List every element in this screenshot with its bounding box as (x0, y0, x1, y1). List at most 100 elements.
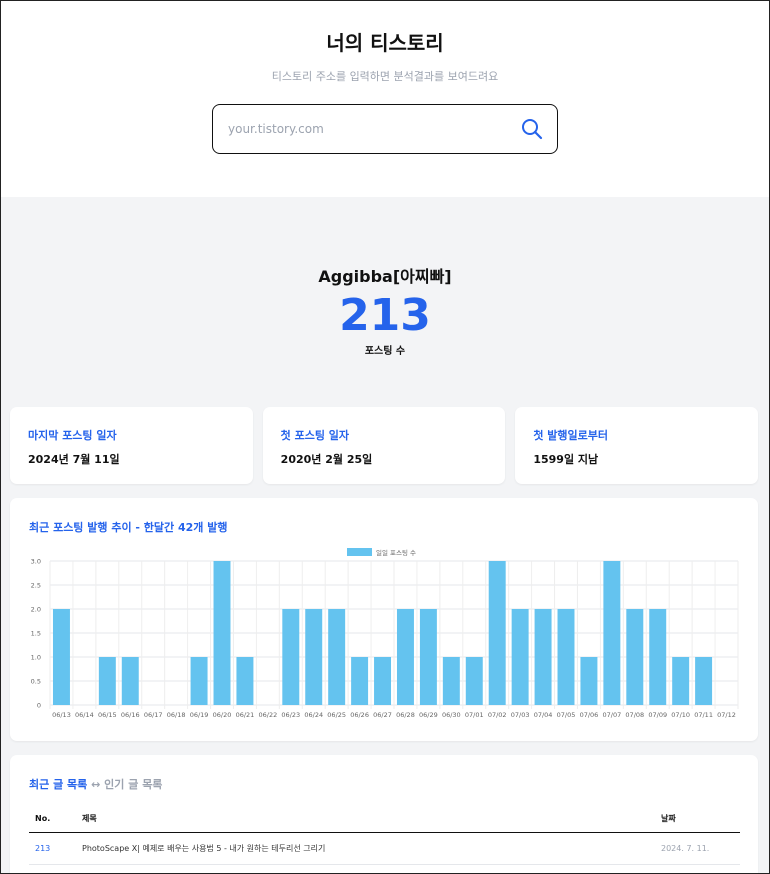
search-input[interactable] (228, 122, 498, 136)
stat-label: 첫 발행일로부터 (533, 429, 609, 442)
column-date: 날짜 (655, 805, 740, 833)
x-tick-label: 06/27 (373, 711, 392, 719)
bar (695, 657, 713, 705)
x-tick-label: 06/19 (190, 711, 209, 719)
y-tick-label: 1.5 (31, 630, 41, 638)
stat-card-first-post: 첫 포스팅 일자 2020년 2월 25일 (262, 407, 506, 484)
y-tick-label: 2.0 (31, 606, 41, 614)
bar (488, 561, 506, 705)
bar (626, 609, 644, 705)
stat-label: 첫 포스팅 일자 (280, 429, 350, 442)
x-tick-label: 06/16 (121, 711, 140, 719)
bar (442, 657, 460, 705)
bar (580, 657, 598, 705)
search-icon (522, 119, 543, 140)
x-tick-label: 06/26 (350, 711, 369, 719)
column-title: 제목 (76, 805, 655, 833)
bar (121, 657, 139, 705)
y-tick-label: 3.0 (31, 558, 41, 566)
table-row[interactable]: 213 PhotoScape X| 예제로 배우는 사용법 5 - 내가 원하는… (29, 832, 740, 865)
stat-value: 2020년 2월 25일 (280, 453, 373, 466)
x-tick-label: 06/18 (167, 711, 186, 719)
column-no: No. (29, 805, 76, 833)
x-tick-label: 06/15 (98, 711, 117, 719)
x-tick-label: 06/29 (419, 711, 438, 719)
x-tick-label: 07/01 (465, 711, 484, 719)
post-list-card: 최근 글 목록 ↔ 인기 글 목록 No. 제목 날짜 213 PhotoSca… (10, 755, 758, 873)
x-tick-label: 07/06 (580, 711, 599, 719)
post-title[interactable]: PhotoScape X| 예제로 배우는 사용법 5 - 내가 원하는 테두리… (76, 832, 655, 865)
bar (649, 609, 667, 705)
bar (190, 657, 208, 705)
bar (511, 609, 529, 705)
bar (603, 561, 621, 705)
x-tick-label: 06/21 (236, 711, 255, 719)
bar (282, 609, 300, 705)
bar (236, 657, 254, 705)
stat-value: 2024년 7월 11일 (28, 453, 120, 466)
x-tick-label: 07/05 (557, 711, 576, 719)
legend-label: 일일 포스팅 수 (376, 548, 416, 557)
legend-swatch (347, 548, 372, 556)
post-number[interactable]: 213 (29, 832, 76, 865)
x-tick-label: 07/02 (488, 711, 507, 719)
y-tick-label: 0.5 (31, 678, 41, 686)
chart-section-title: 최근 포스팅 발행 추이 - 한달간 42개 발행 (29, 521, 228, 534)
blog-name: Aggibba[아찌빠] (318, 267, 452, 286)
bar (419, 609, 437, 705)
post-date: 2024. 7. 11. (655, 832, 740, 865)
stat-value: 1599일 지남 (533, 453, 599, 466)
x-tick-label: 06/28 (396, 711, 415, 719)
stat-card-days-since: 첫 발행일로부터 1599일 지남 (515, 407, 759, 484)
x-tick-label: 06/13 (52, 711, 71, 719)
page-subtitle: 티스토리 주소를 입력하면 분석결과를 보여드려요 (271, 70, 499, 83)
bar (396, 609, 414, 705)
search-box (212, 104, 558, 154)
bar (328, 609, 346, 705)
bar (305, 609, 323, 705)
x-tick-label: 07/04 (534, 711, 553, 719)
search-button[interactable] (519, 116, 545, 142)
x-tick-label: 06/20 (213, 711, 232, 719)
page-title: 너의 티스토리 (326, 31, 444, 55)
bar (351, 657, 369, 705)
x-tick-label: 07/08 (625, 711, 644, 719)
x-tick-label: 07/07 (602, 711, 621, 719)
x-tick-label: 06/22 (258, 711, 277, 719)
tab-popular-posts[interactable]: 인기 글 목록 (104, 778, 163, 791)
posting-trend-card: 최근 포스팅 발행 추이 - 한달간 42개 발행 0 0.5 1.0 1.5 2.0 2… (10, 498, 758, 741)
post-list-tabs: 최근 글 목록 ↔ 인기 글 목록 (29, 776, 162, 792)
y-tick-label: 2.5 (31, 582, 41, 590)
stat-card-last-post: 마지막 포스팅 일자 2024년 7월 11일 (10, 407, 253, 484)
x-tick-label: 07/10 (671, 711, 690, 719)
x-tick-label: 06/14 (75, 711, 94, 719)
posting-trend-chart: 0 0.5 1.0 1.5 2.0 2.5 3.0 06/13 06/14 06/15 06/16 0… (31, 548, 739, 719)
x-tick-label: 07/12 (717, 711, 736, 719)
y-tick-label: 0 (37, 702, 41, 710)
bar (534, 609, 552, 705)
x-tick-label: 06/17 (144, 711, 163, 719)
x-tick-label: 07/09 (648, 711, 667, 719)
bar (374, 657, 392, 705)
post-table: No. 제목 날짜 213 PhotoScape X| 예제로 배우는 사용법 … (29, 805, 740, 865)
header-section: 너의 티스토리 티스토리 주소를 입력하면 분석결과를 보여드려요 (1, 1, 769, 197)
post-count: 213 (339, 290, 431, 341)
x-tick-label: 06/24 (304, 711, 323, 719)
profile-summary: Aggibba[아찌빠] 213 포스팅 수 (1, 197, 769, 357)
x-tick-label: 06/25 (327, 711, 346, 719)
bar (213, 561, 231, 705)
bar (98, 657, 116, 705)
bar (557, 609, 575, 705)
tab-recent-posts[interactable]: 최근 글 목록 (29, 778, 88, 791)
x-tick-label: 07/03 (511, 711, 530, 719)
stat-cards: 마지막 포스팅 일자 2024년 7월 11일 첫 포스팅 일자 2020년 2… (10, 407, 759, 484)
x-tick-label: 07/11 (694, 711, 713, 719)
bar (465, 657, 483, 705)
stat-label: 마지막 포스팅 일자 (28, 429, 117, 442)
x-tick-label: 06/23 (281, 711, 300, 719)
post-count-label: 포스팅 수 (364, 346, 406, 358)
bar (672, 657, 690, 705)
y-tick-label: 1.0 (31, 654, 41, 662)
bar (52, 609, 70, 705)
